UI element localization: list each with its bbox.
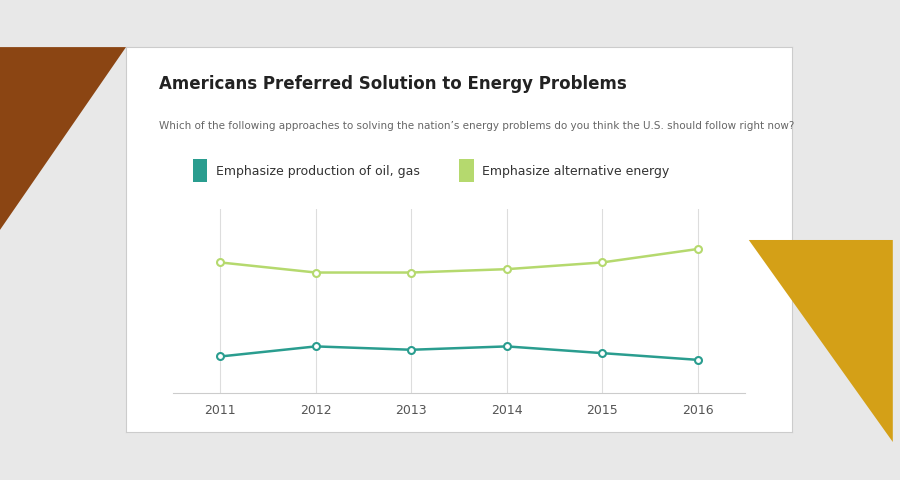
Polygon shape [0, 48, 126, 230]
Text: Which of the following approaches to solving the nation’s energy problems do you: Which of the following approaches to sol… [159, 121, 795, 131]
FancyBboxPatch shape [459, 159, 473, 182]
FancyBboxPatch shape [193, 159, 207, 182]
Text: Americans Preferred Solution to Energy Problems: Americans Preferred Solution to Energy P… [159, 75, 627, 93]
Text: Emphasize production of oil, gas: Emphasize production of oil, gas [216, 164, 419, 178]
Text: Emphasize alternative energy: Emphasize alternative energy [482, 164, 670, 178]
Polygon shape [749, 240, 893, 442]
